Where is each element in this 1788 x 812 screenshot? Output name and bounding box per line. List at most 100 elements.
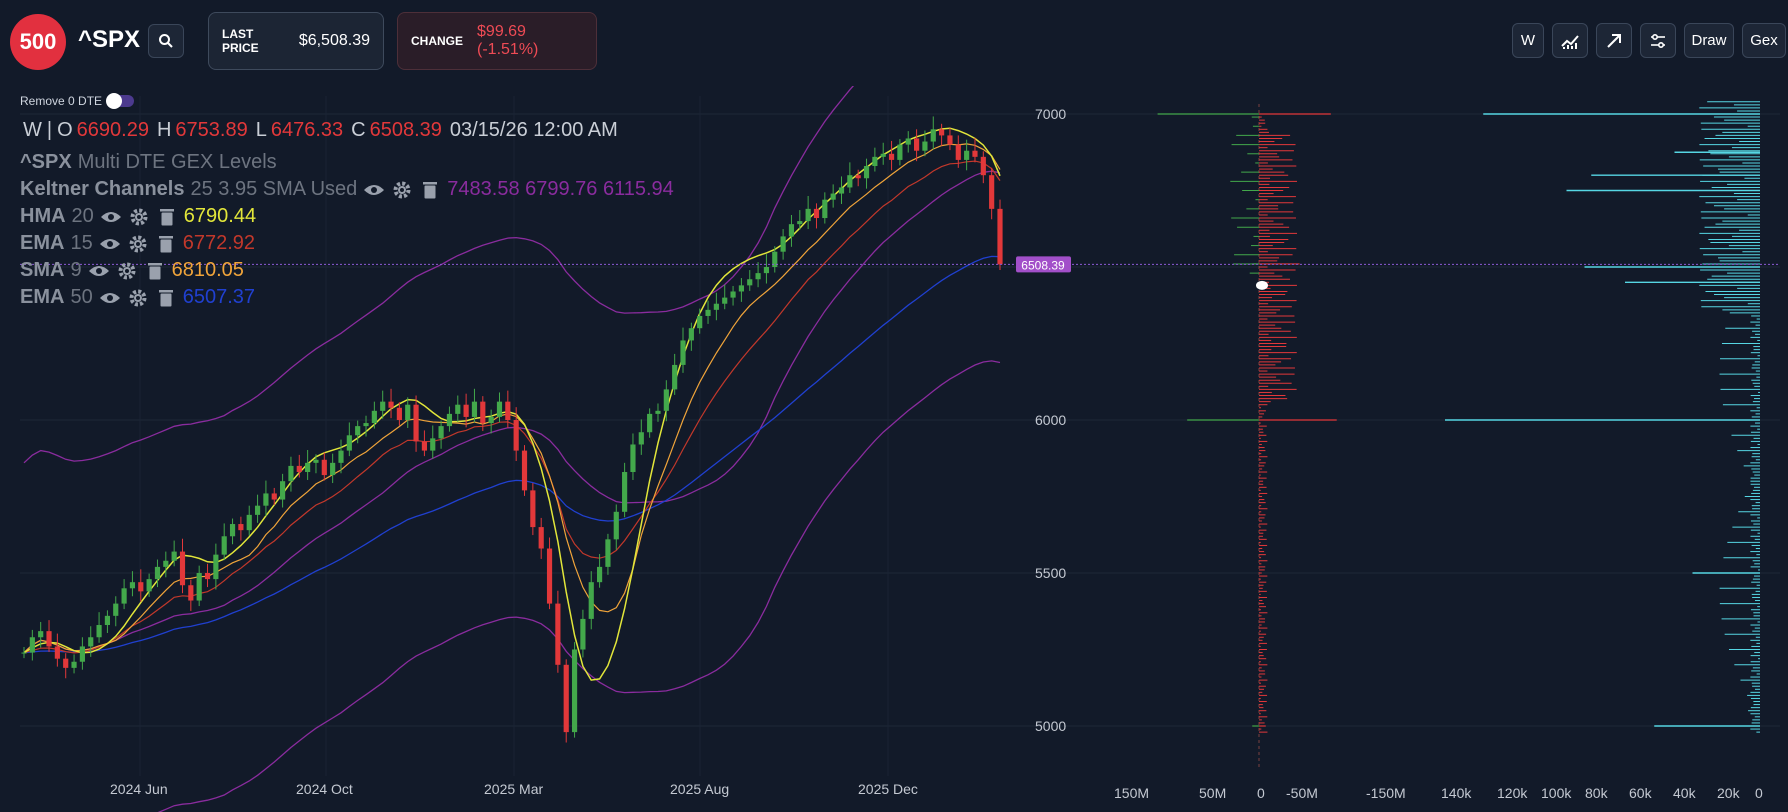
trend-button[interactable] [1596, 23, 1632, 58]
candle-body [113, 603, 119, 616]
indicator-values: 6507.37 [182, 286, 255, 308]
indicators-button[interactable] [1552, 23, 1588, 58]
trash-icon[interactable] [156, 206, 178, 228]
candle-body [605, 539, 611, 567]
candle-body [154, 566, 161, 580]
gex-tick-label: 0 [1257, 785, 1265, 801]
candle-body [405, 404, 411, 420]
gear-icon[interactable] [127, 287, 149, 309]
indicator-row-sma9: SMA 9 6810.05 [20, 259, 244, 282]
candle-body [755, 273, 761, 280]
indicator-row-keltner: Keltner Channels 25 3.95 SMA Used 7483.5… [20, 178, 674, 201]
candle-body [238, 524, 244, 531]
interval-button[interactable]: W [1512, 23, 1544, 58]
eye-icon[interactable] [88, 260, 110, 282]
candle-body [254, 505, 261, 515]
draw-button[interactable]: Draw [1684, 23, 1734, 58]
trash-icon[interactable] [155, 287, 177, 309]
candle-body [388, 401, 394, 408]
trash-icon[interactable] [144, 260, 166, 282]
gex-tick-label: -50M [1286, 785, 1318, 801]
candlestick-series [21, 116, 1003, 743]
candle-body [655, 410, 661, 414]
ohlc-open-value: 6690.29 [76, 119, 149, 141]
trash-icon[interactable] [155, 233, 177, 255]
gear-icon[interactable] [391, 179, 413, 201]
ticker-symbol[interactable]: ^SPX [78, 26, 141, 53]
candle-body [480, 401, 486, 424]
sliders-icon [1651, 33, 1665, 48]
search-icon [159, 34, 173, 48]
current-price-tag [1016, 256, 1071, 273]
candle-body [705, 309, 711, 316]
candle-body [138, 582, 144, 592]
candle-body [855, 175, 861, 179]
candle-body [413, 404, 419, 442]
candle-body [688, 328, 694, 341]
keltner-middle-line [23, 170, 1001, 654]
candle-body [813, 208, 820, 219]
candle-body [38, 631, 44, 638]
app-logo[interactable]: 500 [10, 14, 66, 70]
remove-0dte-toggle[interactable] [106, 93, 135, 109]
hma20-line [23, 127, 1001, 681]
candle-body [171, 551, 177, 561]
sma9-line [23, 143, 1001, 654]
gear-icon[interactable] [128, 206, 150, 228]
candle-body [296, 465, 302, 473]
candle-body [430, 438, 436, 451]
ema50-line [23, 255, 1001, 654]
settings-sliders-button[interactable] [1640, 23, 1676, 58]
candle-body [738, 285, 744, 292]
eye-icon[interactable] [99, 233, 121, 255]
candle-body [888, 153, 895, 160]
candle-body [713, 303, 719, 310]
candle-body [530, 490, 536, 528]
candle-body [396, 407, 402, 420]
candle-body [939, 129, 945, 136]
candle-body [63, 658, 69, 668]
ohlc-interval: W [23, 119, 42, 141]
candle-body [280, 481, 286, 500]
candle-body [546, 548, 553, 604]
candle-body [672, 364, 678, 390]
gex-tick-label: 50M [1199, 785, 1226, 801]
indicator-row-ema50: EMA 50 6507.37 [20, 286, 255, 309]
x-tick-label: 2025 Dec [858, 781, 918, 797]
arrow-up-right-icon [1607, 33, 1621, 48]
candle-body [872, 156, 878, 167]
candle-body [822, 199, 828, 219]
eye-icon[interactable] [99, 287, 121, 309]
gear-icon[interactable] [127, 233, 149, 255]
ema15-line [23, 160, 1001, 654]
indicator-name: ^SPX [20, 151, 72, 173]
search-button[interactable] [148, 24, 184, 58]
eye-icon[interactable] [363, 179, 385, 201]
gex-button[interactable]: Gex [1742, 23, 1786, 58]
indicator-params: 50 [70, 286, 93, 308]
ohlc-low-label: L [255, 119, 267, 141]
candle-body [788, 224, 795, 237]
x-tick-label: 2024 Oct [296, 781, 353, 797]
candle-body [830, 193, 836, 200]
oi-tick-label: 140k [1441, 785, 1472, 801]
indicator-params: Multi DTE GEX Levels [77, 151, 277, 173]
gear-icon[interactable] [116, 260, 138, 282]
eye-icon[interactable] [100, 206, 122, 228]
last-price-box: LAST PRICE $6,508.39 [208, 12, 384, 70]
oi-tick-label: 60k [1629, 785, 1653, 801]
candle-body [538, 527, 544, 549]
oi-tick-label: 40k [1673, 785, 1697, 801]
indicator-values: 6772.92 [182, 232, 255, 254]
current-price-tag-label: 6508.39 [1021, 258, 1065, 272]
candle-body [563, 664, 569, 733]
indicator-row-hma: HMA 20 6790.44 [20, 205, 256, 228]
candle-body [955, 144, 961, 160]
candle-body [680, 340, 686, 365]
candle-body [555, 603, 561, 665]
indicator-params: 20 [71, 205, 94, 227]
candle-body [21, 652, 27, 654]
candle-body [271, 493, 277, 500]
trash-icon[interactable] [419, 179, 441, 201]
